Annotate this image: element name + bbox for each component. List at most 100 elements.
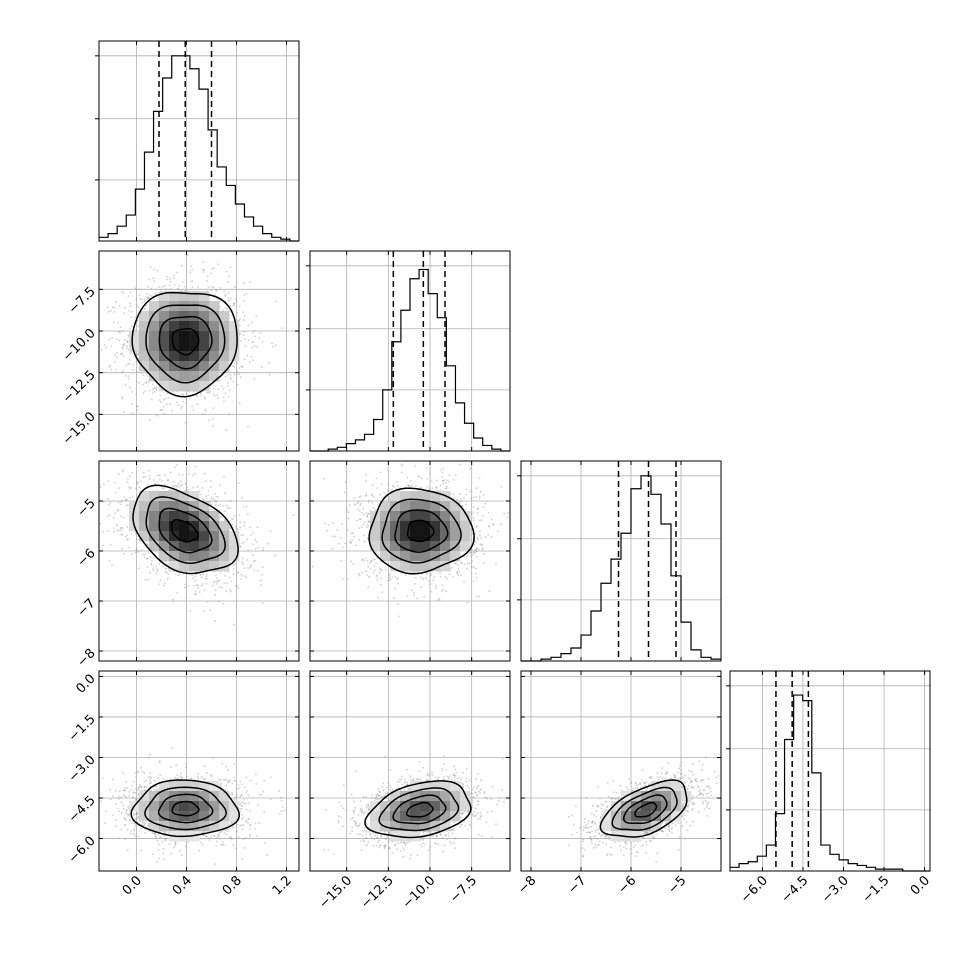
scatter-point bbox=[182, 393, 185, 395]
scatter-point bbox=[114, 491, 117, 494]
scatter-point bbox=[129, 304, 132, 307]
scatter-point bbox=[148, 389, 151, 392]
scatter-point bbox=[439, 572, 441, 575]
scatter-point bbox=[234, 298, 237, 301]
panel-frame bbox=[98, 40, 300, 242]
scatter-point bbox=[360, 502, 362, 505]
scatter-point bbox=[145, 558, 148, 560]
scatter-point bbox=[448, 474, 451, 477]
scatter-point bbox=[209, 480, 212, 482]
scatter-point bbox=[164, 570, 167, 573]
scatter-point bbox=[120, 515, 122, 518]
scatter-point bbox=[463, 497, 465, 499]
scatter-point bbox=[448, 573, 451, 576]
scatter-point bbox=[219, 300, 222, 303]
scatter-point bbox=[120, 527, 123, 529]
scatter-point bbox=[256, 345, 259, 348]
scatter-point bbox=[281, 327, 283, 330]
scatter-point bbox=[217, 397, 219, 399]
scatter-point bbox=[156, 269, 159, 272]
scatter-point bbox=[380, 577, 382, 580]
scatter-point bbox=[166, 571, 168, 574]
scatter-point bbox=[216, 289, 218, 292]
scatter-point bbox=[428, 488, 430, 490]
scatter-point bbox=[149, 418, 152, 421]
scatter-point bbox=[212, 393, 215, 395]
density-cell bbox=[149, 321, 160, 332]
scatter-point bbox=[105, 346, 107, 349]
scatter-point bbox=[127, 377, 130, 380]
scatter-point bbox=[107, 503, 110, 506]
scatter-point bbox=[183, 586, 186, 589]
scatter-point bbox=[420, 586, 423, 588]
scatter-point bbox=[131, 402, 133, 405]
scatter-point bbox=[144, 578, 147, 581]
scatter-point bbox=[169, 471, 172, 474]
scatter-point bbox=[472, 516, 474, 519]
scatter-point bbox=[185, 402, 188, 404]
scatter-point bbox=[135, 393, 138, 395]
scatter-point bbox=[202, 261, 205, 264]
scatter-point bbox=[144, 553, 146, 556]
scatter-point bbox=[189, 397, 192, 400]
hist-panel-1 bbox=[306, 250, 511, 452]
scatter-point bbox=[240, 365, 243, 368]
scatter-point bbox=[371, 484, 374, 486]
scatter-point bbox=[244, 345, 247, 347]
scatter-point bbox=[150, 287, 153, 290]
scatter-point bbox=[343, 491, 346, 494]
scatter-point bbox=[148, 477, 151, 480]
scatter-point bbox=[137, 481, 139, 483]
scatter-point bbox=[151, 560, 153, 562]
scatter-point bbox=[153, 280, 155, 283]
density-cell bbox=[199, 531, 210, 542]
scatter-point bbox=[257, 569, 259, 572]
scatter-point bbox=[177, 574, 180, 577]
scatter-point bbox=[214, 574, 217, 577]
scatter-point bbox=[161, 409, 164, 411]
scatter-point bbox=[139, 297, 142, 300]
scatter-point bbox=[243, 358, 246, 361]
scatter-point bbox=[353, 503, 356, 506]
scatter-point bbox=[238, 367, 241, 369]
scatter-point bbox=[364, 480, 367, 482]
scatter-point bbox=[425, 467, 428, 470]
scatter-point bbox=[246, 513, 249, 516]
scatter-point bbox=[159, 401, 162, 404]
scatter-point bbox=[372, 571, 375, 574]
scatter-point bbox=[389, 578, 392, 581]
scatter-point bbox=[112, 321, 115, 324]
scatter-point bbox=[121, 290, 123, 293]
hist-panel-3 bbox=[726, 670, 931, 872]
scatter-point bbox=[221, 309, 224, 311]
scatter-point bbox=[478, 497, 481, 500]
scatter-point bbox=[129, 475, 131, 478]
scatter-point bbox=[219, 503, 222, 506]
density-cell bbox=[229, 341, 240, 352]
scatter-point bbox=[141, 301, 144, 304]
density-cell bbox=[139, 331, 150, 342]
scatter-point bbox=[146, 295, 149, 298]
scatter-point bbox=[384, 568, 387, 571]
scatter-point bbox=[240, 573, 243, 576]
scatter-point bbox=[147, 296, 150, 299]
scatter-point bbox=[224, 510, 227, 513]
scatter-point bbox=[194, 580, 197, 582]
scatter-point bbox=[233, 303, 236, 306]
scatter-point bbox=[241, 542, 244, 545]
scatter-point bbox=[122, 516, 125, 519]
scatter-point bbox=[244, 338, 246, 340]
scatter-point bbox=[164, 288, 167, 291]
scatter-point bbox=[122, 292, 125, 294]
scatter-point bbox=[236, 362, 239, 364]
scatter-point bbox=[378, 567, 381, 570]
scatter-point bbox=[145, 304, 148, 307]
scatter-point bbox=[240, 578, 243, 581]
scatter-point bbox=[120, 353, 123, 356]
scatter-point bbox=[149, 294, 151, 296]
scatter-point bbox=[216, 298, 219, 300]
panel-background bbox=[521, 461, 721, 661]
scatter-point bbox=[213, 581, 215, 583]
scatter-point bbox=[126, 347, 128, 350]
